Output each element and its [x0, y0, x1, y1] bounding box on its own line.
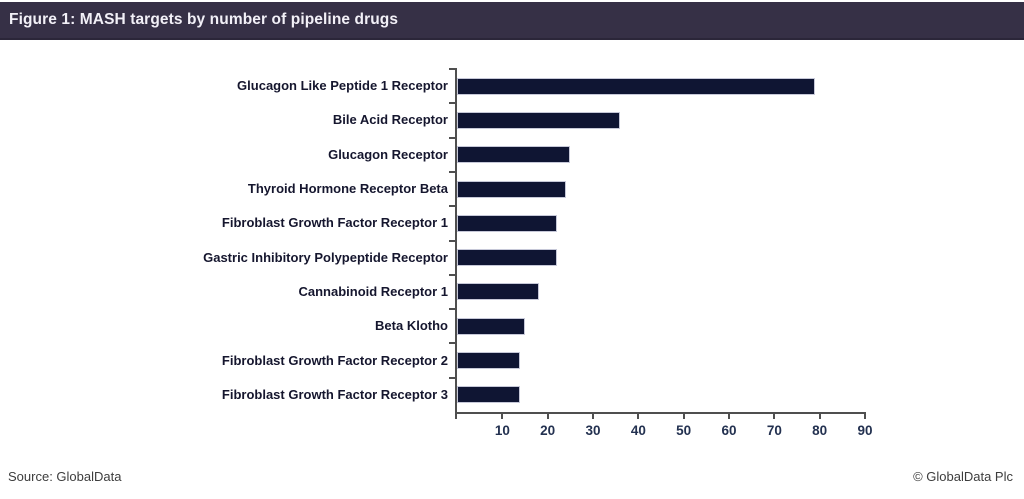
x-axis-tick — [546, 412, 549, 419]
bar — [457, 352, 520, 370]
bar — [457, 283, 539, 301]
bar — [457, 111, 620, 129]
copyright-notice: © GlobalData Plc — [913, 469, 1013, 484]
category-axis-tick — [449, 376, 457, 379]
category-axis-tick — [449, 308, 457, 311]
x-axis-line — [455, 412, 866, 414]
category-label: Fibroblast Growth Factor Receptor 2 — [221, 352, 448, 368]
x-axis-tick — [592, 412, 594, 419]
figure-title: Figure 1: MASH targets by number of pipe… — [9, 11, 399, 28]
bar — [457, 386, 520, 404]
category-axis-tick — [449, 68, 457, 70]
category-axis-tick — [449, 239, 457, 242]
x-axis-tick-label: 50 — [676, 423, 692, 438]
x-axis-tick — [864, 412, 866, 419]
x-axis-tick-label: 10 — [494, 423, 510, 438]
category-axis-tick — [449, 136, 457, 139]
category-axis-tick — [449, 170, 457, 173]
category-label: Glucagon Receptor — [328, 146, 448, 162]
category-label: Cannabinoid Receptor 1 — [298, 283, 448, 299]
x-axis-tick — [818, 412, 821, 419]
category-label: Fibroblast Growth Factor Receptor 1 — [221, 215, 448, 231]
x-axis-tick-label: 20 — [540, 423, 556, 438]
x-axis-tick-label: 70 — [766, 423, 782, 438]
x-axis-tick-label: 80 — [812, 423, 828, 438]
bar — [457, 77, 815, 95]
x-axis-tick-label: 60 — [721, 423, 737, 438]
source-credit: Source: GlobalData — [8, 469, 122, 484]
x-axis-tick-label: 40 — [630, 423, 646, 438]
x-axis-tick-label: 90 — [857, 423, 873, 438]
category-axis-tick — [449, 205, 457, 208]
bar — [457, 180, 566, 198]
bar — [457, 317, 525, 335]
x-axis-tick — [728, 412, 730, 419]
x-axis-tick — [773, 412, 776, 419]
x-axis-tick — [501, 412, 504, 419]
x-axis-tick-label: 30 — [585, 423, 601, 438]
figure-header-band: Figure 1: MASH targets by number of pipe… — [0, 2, 1024, 40]
category-label: Bile Acid Receptor — [332, 112, 448, 128]
category-axis-tick — [449, 102, 457, 105]
y-axis-line — [455, 69, 457, 419]
bar — [457, 249, 557, 267]
category-label: Glucagon Like Peptide 1 Receptor — [237, 78, 448, 94]
bar-chart: Glucagon Like Peptide 1 Receptor Bile Aci… — [203, 68, 873, 438]
category-label: Thyroid Hormone Receptor Beta — [247, 181, 448, 197]
bar — [457, 146, 570, 164]
x-axis-tick — [637, 412, 640, 419]
x-axis-tick — [682, 412, 685, 419]
category-label: Gastric Inhibitory Polypeptide Receptor — [203, 249, 448, 265]
category-axis-tick — [449, 342, 457, 345]
category-label: Beta Klotho — [375, 318, 448, 334]
category-label: Fibroblast Growth Factor Receptor 3 — [221, 386, 448, 402]
category-axis-tick — [449, 273, 457, 276]
bar — [457, 214, 557, 232]
